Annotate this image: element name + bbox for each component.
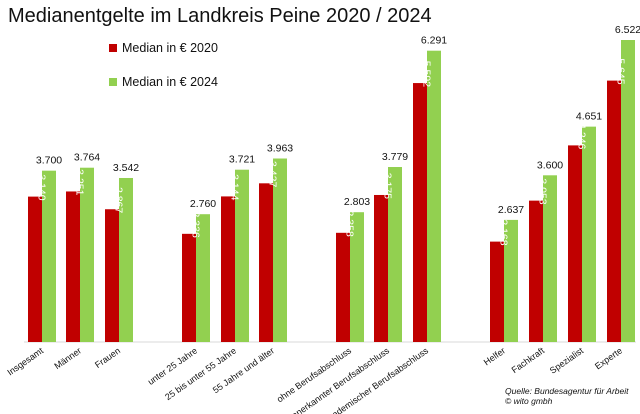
bar-2024-10 — [543, 175, 557, 342]
bar-2024-7 — [388, 167, 402, 342]
legend: Median in € 2020 Median in € 2024 — [109, 41, 218, 89]
value-label-2024-6: 2.803 — [344, 196, 370, 208]
value-label-2024-3: 2.760 — [190, 198, 216, 210]
value-label-2020-11: 4.246 — [576, 123, 588, 149]
value-label-2020-5: 3.427 — [267, 161, 279, 187]
bar-2024-8 — [427, 50, 441, 342]
bars — [28, 40, 635, 343]
bar-2020-4 — [221, 196, 235, 342]
value-label-2024-10: 3.600 — [537, 159, 563, 171]
source-note: Quelle: Bundesagentur für Arbeit © wito … — [505, 386, 629, 406]
value-label-2024-2: 3.542 — [113, 162, 139, 174]
bar-2024-5 — [273, 158, 287, 342]
bar-2020-10 — [529, 200, 543, 342]
legend-label-2020: Median in € 2020 — [122, 41, 218, 55]
bar-2020-6 — [336, 232, 350, 342]
bar-2020-0 — [28, 196, 42, 342]
category-label-11: Spezialist — [548, 345, 586, 376]
bar-2024-12 — [621, 40, 635, 342]
bar-2024-4 — [235, 169, 249, 342]
value-label-2020-0: 3.140 — [36, 174, 48, 200]
value-label-2024-7: 3.779 — [382, 151, 408, 163]
value-label-2024-1: 3.764 — [74, 152, 100, 164]
value-label-2020-3: 2.336 — [190, 212, 202, 238]
bar-2024-6 — [350, 212, 364, 342]
bar-2020-8 — [413, 83, 427, 342]
legend-swatch-2020 — [109, 44, 117, 52]
legend-swatch-2024 — [109, 78, 117, 86]
chart-title: Medianentgelte im Landkreis Peine 2020 /… — [8, 5, 432, 27]
bar-2020-3 — [182, 233, 196, 342]
bar-2024-0 — [42, 170, 56, 342]
bar-2020-11 — [568, 145, 582, 342]
value-label-2020-12: 5.645 — [615, 58, 627, 84]
value-label-2020-4: 3.144 — [229, 174, 241, 200]
value-label-2024-12: 6.522 — [615, 24, 640, 36]
source-line-1: Quelle: Bundesagentur für Arbeit — [505, 386, 629, 396]
value-label-2024-4: 3.721 — [229, 154, 255, 166]
source-line-2: © wito gmbh — [505, 396, 553, 406]
value-label-2024-8: 6.291 — [421, 35, 447, 47]
value-label-2020-2: 2.867 — [113, 187, 125, 213]
value-label-2020-1: 3.251 — [74, 169, 86, 195]
category-label-9: Helfer — [482, 345, 507, 367]
legend-label-2024: Median in € 2024 — [122, 75, 218, 89]
value-label-2020-9: 2.168 — [498, 219, 510, 245]
value-label-2020-8: 5.592 — [421, 61, 433, 87]
value-label-2024-11: 4.651 — [576, 111, 602, 123]
value-labels: 3.140 3.700 3.251 3.764 2.867 3.542 2.336 2.760… — [36, 24, 640, 246]
category-label-4: 25 bis unter 55 Jahre — [163, 345, 238, 402]
value-label-2020-6: 2.358 — [344, 211, 356, 237]
category-label-10: Fachkraft — [510, 345, 547, 375]
bar-2020-7 — [374, 194, 388, 342]
bar-2020-5 — [259, 183, 273, 342]
category-label-2: Frauen — [93, 345, 122, 370]
bar-2020-1 — [66, 191, 80, 342]
bar-2024-9 — [504, 219, 518, 342]
bar-2024-2 — [119, 177, 133, 342]
category-label-1: Männer — [52, 345, 83, 371]
value-label-2024-5: 3.963 — [267, 142, 293, 154]
category-label-0: Insgesamt — [5, 345, 45, 377]
bar-2020-12 — [607, 80, 621, 343]
bar-2020-9 — [490, 241, 504, 342]
category-label-12: Experte — [593, 345, 624, 371]
value-label-2020-10: 3.053 — [537, 178, 549, 204]
value-label-2024-9: 2.637 — [498, 204, 524, 216]
bar-2020-2 — [105, 209, 119, 342]
bar-2024-1 — [80, 167, 94, 342]
value-label-2020-7: 3.175 — [382, 173, 394, 199]
bar-2024-3 — [196, 214, 210, 342]
value-label-2024-0: 3.700 — [36, 155, 62, 167]
bar-2024-11 — [582, 126, 596, 342]
